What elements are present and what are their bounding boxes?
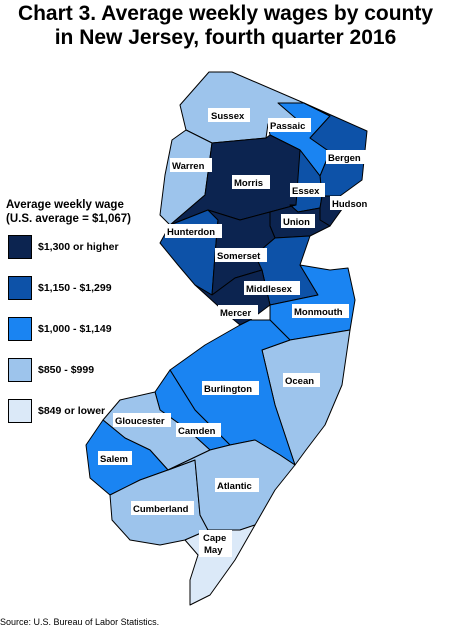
- label-somerset-bg: [215, 248, 267, 262]
- label-monmouth: Monmouth: [292, 304, 349, 318]
- label-passaic: Passaic: [268, 118, 311, 132]
- label-hunterdon: Hunterdon: [165, 224, 222, 238]
- label-sussex-bg: [208, 108, 250, 122]
- label-cape-may-line1: Cape: [203, 533, 226, 544]
- label-warren-bg: [170, 158, 212, 172]
- label-bergen-bg: [326, 150, 366, 164]
- label-atlantic-bg: [215, 478, 259, 492]
- label-mercer-text: Mercer: [220, 308, 251, 319]
- county-sussex: [179, 71, 305, 144]
- label-somerset: Somerset: [215, 248, 267, 262]
- label-bergen: Bergen: [326, 150, 366, 164]
- chart-title-line2: in New Jersey, fourth quarter 2016: [54, 26, 397, 49]
- legend-swatch: [8, 276, 32, 300]
- label-sussex: Sussex: [208, 108, 250, 122]
- label-cumberland: Cumberland: [131, 501, 194, 515]
- label-essex: Essex: [290, 183, 325, 197]
- label-gloucester-bg: [113, 413, 171, 427]
- label-ocean: Ocean: [283, 373, 320, 387]
- label-monmouth-bg: [292, 304, 349, 318]
- label-cumberland-text: Cumberland: [133, 504, 189, 515]
- legend-label: $1,000 - $1,149: [38, 323, 112, 335]
- label-ocean-text: Ocean: [285, 376, 314, 387]
- label-atlantic: Atlantic: [215, 478, 259, 492]
- label-hudson-bg: [330, 196, 373, 210]
- label-middlesex-bg: [244, 281, 300, 295]
- legend-label: $849 or lower: [38, 405, 106, 417]
- legend-swatch: [8, 317, 32, 341]
- chart-title: Chart 3. Average weekly wages by county …: [0, 2, 451, 50]
- label-salem: Salem: [98, 451, 132, 465]
- label-camden-text: Camden: [178, 426, 216, 437]
- chart-title-line1: Chart 3. Average weekly wages by county: [17, 2, 434, 25]
- label-morris-text: Morris: [234, 178, 263, 189]
- label-passaic-text: Passaic: [270, 121, 305, 132]
- label-salem-bg: [98, 451, 132, 465]
- legend-label: $1,150 - $1,299: [38, 282, 112, 294]
- label-cumberland-bg: [131, 501, 194, 515]
- legend-swatch: [8, 358, 32, 382]
- source-note: Source: U.S. Bureau of Labor Statistics.: [0, 617, 160, 627]
- label-cape-may-bg: [199, 530, 232, 557]
- label-middlesex-text: Middlesex: [246, 284, 293, 295]
- label-morris-bg: [232, 175, 270, 189]
- label-passaic-bg: [268, 118, 311, 132]
- legend-swatch: [8, 399, 32, 423]
- label-cape-may: Cape May: [199, 530, 232, 557]
- label-burlington-bg: [202, 381, 259, 395]
- label-sussex-text: Sussex: [211, 111, 245, 122]
- label-atlantic-text: Atlantic: [217, 481, 252, 492]
- legend-title-line2: (U.S. average = $1,067): [6, 213, 131, 225]
- legend-swatch: [8, 235, 32, 259]
- legend-label: $1,300 or higher: [38, 241, 119, 253]
- label-ocean-bg: [283, 373, 320, 387]
- label-somerset-text: Somerset: [217, 251, 261, 262]
- label-hudson-text: Hudson: [332, 199, 368, 210]
- label-hunterdon-bg: [165, 224, 222, 238]
- label-morris: Morris: [232, 175, 270, 189]
- label-hunterdon-text: Hunterdon: [167, 227, 215, 238]
- label-bergen-text: Bergen: [328, 153, 361, 164]
- label-essex-bg: [290, 183, 325, 197]
- label-burlington-text: Burlington: [204, 384, 252, 395]
- legend-label: $850 - $999: [38, 364, 95, 376]
- label-gloucester-text: Gloucester: [115, 416, 165, 427]
- county-labels: Sussex Passaic Bergen Warren Morris Esse…: [98, 108, 373, 557]
- label-union-text: Union: [283, 217, 310, 228]
- label-camden: Camden: [176, 423, 221, 437]
- label-warren-text: Warren: [172, 161, 205, 172]
- label-gloucester: Gloucester: [113, 413, 171, 427]
- label-salem-text: Salem: [100, 454, 128, 465]
- label-camden-bg: [176, 423, 221, 437]
- label-middlesex: Middlesex: [244, 281, 300, 295]
- label-union-bg: [281, 214, 315, 228]
- label-cape-may-line2: May: [204, 545, 223, 556]
- label-hudson: Hudson: [330, 196, 373, 210]
- label-union: Union: [281, 214, 315, 228]
- label-monmouth-text: Monmouth: [294, 307, 343, 318]
- label-burlington: Burlington: [202, 381, 259, 395]
- label-essex-text: Essex: [292, 186, 320, 197]
- legend-title-line1: Average weekly wage: [6, 199, 124, 211]
- label-mercer-bg: [218, 305, 258, 319]
- label-mercer: Mercer: [218, 305, 258, 319]
- label-warren: Warren: [170, 158, 212, 172]
- legend-title: Average weekly wage (U.S. average = $1,0…: [6, 198, 131, 226]
